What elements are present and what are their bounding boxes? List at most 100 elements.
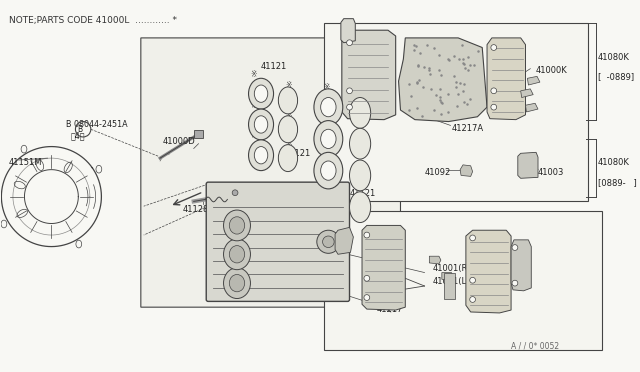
Polygon shape (466, 230, 511, 313)
Ellipse shape (248, 78, 273, 109)
Polygon shape (511, 240, 531, 291)
Ellipse shape (314, 89, 343, 125)
Circle shape (347, 104, 353, 110)
Ellipse shape (229, 246, 244, 263)
Text: 41011(LH): 41011(LH) (432, 277, 476, 286)
Ellipse shape (248, 140, 273, 171)
Ellipse shape (254, 147, 268, 164)
Circle shape (491, 104, 497, 110)
Bar (324, 211, 602, 350)
Text: 41121: 41121 (261, 62, 287, 71)
Polygon shape (487, 38, 525, 120)
Text: ※: ※ (323, 183, 330, 192)
Ellipse shape (321, 161, 336, 180)
Text: 41121: 41121 (285, 149, 311, 158)
Text: 41121: 41121 (349, 189, 376, 198)
Text: ※: ※ (250, 101, 257, 110)
Text: ※: ※ (250, 131, 257, 141)
Text: ※: ※ (285, 112, 291, 121)
Text: ※: ※ (285, 81, 291, 90)
Text: FRONT: FRONT (206, 189, 239, 199)
Ellipse shape (254, 116, 268, 133)
Ellipse shape (229, 217, 244, 234)
Bar (324, 23, 588, 201)
Circle shape (512, 280, 518, 286)
Circle shape (323, 236, 334, 247)
Polygon shape (521, 89, 533, 97)
Polygon shape (525, 103, 538, 112)
Circle shape (470, 235, 476, 241)
Text: ※: ※ (323, 83, 330, 92)
Text: 41217A: 41217A (451, 124, 484, 133)
Ellipse shape (314, 153, 343, 189)
Polygon shape (442, 273, 453, 280)
Circle shape (491, 88, 497, 94)
Circle shape (347, 40, 353, 46)
Ellipse shape (349, 128, 371, 159)
Circle shape (364, 295, 370, 301)
Text: B: B (77, 125, 83, 134)
Ellipse shape (314, 121, 343, 157)
Circle shape (364, 275, 370, 281)
Text: 〈4〉: 〈4〉 (70, 131, 85, 141)
Text: B 08044-2451A: B 08044-2451A (66, 120, 127, 129)
Ellipse shape (278, 116, 298, 143)
Text: NOTE;PARTS CODE 41000L  ............ *: NOTE;PARTS CODE 41000L ............ * (9, 16, 177, 25)
Text: [  -0889]: [ -0889] (598, 72, 634, 81)
Text: ※: ※ (356, 192, 362, 201)
Polygon shape (141, 38, 401, 307)
Polygon shape (527, 76, 540, 85)
Polygon shape (460, 165, 472, 176)
Text: ※: ※ (285, 141, 291, 150)
Text: 41003: 41003 (538, 168, 564, 177)
Circle shape (364, 232, 370, 238)
Text: 41217: 41217 (376, 305, 403, 314)
Ellipse shape (254, 85, 268, 102)
Circle shape (470, 296, 476, 302)
Circle shape (347, 88, 353, 94)
Polygon shape (399, 38, 487, 122)
Text: A / / 0* 0052: A / / 0* 0052 (511, 341, 559, 350)
Ellipse shape (321, 129, 336, 148)
Ellipse shape (223, 239, 250, 270)
Text: 41000D: 41000D (163, 137, 196, 146)
Text: ※: ※ (356, 128, 362, 137)
Circle shape (317, 230, 340, 253)
Ellipse shape (349, 97, 371, 128)
Ellipse shape (349, 160, 371, 191)
Text: ※: ※ (323, 151, 330, 160)
Text: ※: ※ (356, 160, 362, 169)
Circle shape (512, 245, 518, 250)
Text: 41092: 41092 (424, 168, 451, 177)
Polygon shape (342, 30, 396, 120)
Text: ※: ※ (356, 93, 362, 102)
Ellipse shape (248, 109, 273, 140)
Polygon shape (429, 256, 441, 264)
Circle shape (470, 278, 476, 283)
Text: 41000K: 41000K (536, 66, 568, 75)
Text: 41128: 41128 (182, 205, 209, 214)
Circle shape (491, 45, 497, 50)
Ellipse shape (278, 145, 298, 171)
Text: ※: ※ (250, 70, 257, 79)
Text: 41080K: 41080K (598, 52, 630, 62)
Ellipse shape (223, 210, 250, 241)
Text: ※: ※ (323, 118, 330, 127)
Polygon shape (362, 225, 405, 310)
Bar (444, 273, 455, 299)
Polygon shape (518, 153, 538, 178)
Text: 41151M: 41151M (9, 158, 43, 167)
Ellipse shape (321, 97, 336, 117)
FancyBboxPatch shape (206, 182, 349, 301)
Bar (194, 130, 204, 138)
Text: 41080K: 41080K (598, 158, 630, 167)
Polygon shape (335, 227, 353, 254)
Text: [0889-   ]: [0889- ] (598, 178, 636, 187)
Polygon shape (341, 19, 355, 43)
Ellipse shape (229, 275, 244, 292)
Ellipse shape (223, 268, 250, 298)
Text: 41001(RH): 41001(RH) (432, 264, 477, 273)
Ellipse shape (278, 87, 298, 114)
Circle shape (232, 190, 238, 196)
Ellipse shape (349, 192, 371, 222)
